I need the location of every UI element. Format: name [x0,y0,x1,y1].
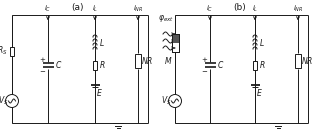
Bar [10,47,14,55]
Text: $+$: $+$ [39,55,46,65]
Text: $C$: $C$ [55,59,62,70]
Text: $i_{NR}$: $i_{NR}$ [293,4,303,14]
Text: $E$: $E$ [96,87,103,98]
Text: $E$: $E$ [256,87,263,98]
Text: $NR$: $NR$ [141,55,153,66]
Text: $i_C$: $i_C$ [44,4,52,14]
Text: $i_L$: $i_L$ [92,4,98,14]
Text: $R_S$: $R_S$ [0,45,8,57]
Text: $V_S$: $V_S$ [0,95,8,107]
Text: $\varphi_{ext}$: $\varphi_{ext}$ [158,13,174,24]
Text: $R$: $R$ [99,59,105,70]
Text: $L$: $L$ [259,38,265,49]
Text: $V_S$: $V_S$ [161,95,171,107]
Text: $i_L$: $i_L$ [252,4,258,14]
Text: $C$: $C$ [217,59,224,70]
Circle shape [168,95,182,107]
Text: $M$: $M$ [164,55,172,66]
Bar [295,54,301,68]
Bar [253,61,257,70]
Text: $NR$: $NR$ [301,55,312,66]
Text: (b): (b) [234,3,246,12]
Circle shape [6,95,18,107]
Text: $+$: $+$ [201,55,208,65]
Text: $i_{NR}$: $i_{NR}$ [133,4,143,14]
Text: $R$: $R$ [259,59,266,70]
Bar [172,34,178,52]
Bar [172,34,178,52]
Text: $L$: $L$ [99,38,105,49]
Text: $-$: $-$ [201,67,208,73]
Text: (a): (a) [72,3,84,12]
Bar [93,61,97,70]
Text: $i_C$: $i_C$ [206,4,214,14]
Text: $-$: $-$ [39,67,46,73]
Bar [172,34,178,43]
Bar [135,54,141,68]
